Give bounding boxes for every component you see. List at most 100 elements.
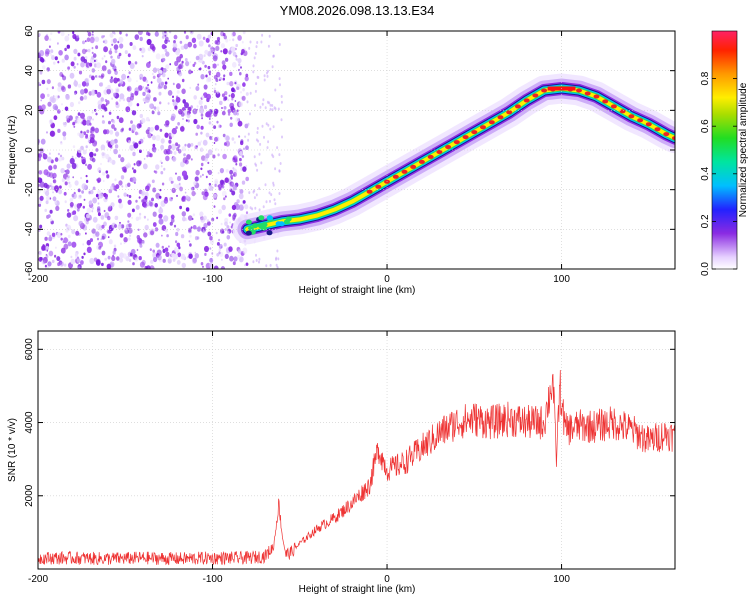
noise-speck xyxy=(86,129,90,134)
noise-speck xyxy=(228,213,232,217)
noise-speck xyxy=(151,72,154,76)
noise-speck xyxy=(195,55,200,61)
noise-speck xyxy=(40,257,43,261)
noise-speck xyxy=(227,112,231,116)
noise-speck xyxy=(208,121,212,125)
noise-speck xyxy=(271,65,274,69)
noise-speck xyxy=(193,118,198,125)
noise-speck xyxy=(39,224,43,229)
noise-speck xyxy=(230,177,233,180)
chart-title: YM08.2026.098.13.13.E34 xyxy=(280,3,435,18)
ridge-blob xyxy=(245,230,252,236)
spectrogram-y-ticks: -60 -40 -20 0 20 40 60 xyxy=(24,25,675,276)
noise-speck xyxy=(174,60,179,67)
noise-speck xyxy=(81,190,84,194)
noise-speck xyxy=(225,38,229,43)
noise-speck xyxy=(224,134,230,142)
noise-speck xyxy=(89,122,92,126)
snr-background xyxy=(38,331,675,569)
colorbar-ticks: 0.0 0.2 0.4 0.6 0.8 xyxy=(700,71,737,276)
noise-speck xyxy=(256,41,259,44)
noise-speck xyxy=(67,175,70,179)
noise-speck xyxy=(276,146,279,150)
noise-speck xyxy=(226,81,230,86)
noise-speck xyxy=(73,56,77,61)
noise-speck xyxy=(152,252,158,259)
noise-speck xyxy=(274,88,277,92)
noise-speck xyxy=(173,224,177,228)
noise-speck xyxy=(158,207,164,214)
noise-speck xyxy=(205,153,210,159)
noise-speck xyxy=(146,31,149,36)
noise-speck xyxy=(93,153,97,157)
noise-speck xyxy=(139,36,143,42)
noise-speck xyxy=(60,247,66,254)
noise-speck xyxy=(86,246,92,253)
ridge-peak xyxy=(541,88,548,93)
noise-speck xyxy=(257,76,260,79)
noise-speck xyxy=(168,245,170,248)
noise-speck xyxy=(157,254,162,261)
noise-speck xyxy=(77,148,82,154)
noise-speck xyxy=(133,163,136,166)
noise-speck xyxy=(160,144,165,150)
noise-speck xyxy=(53,61,56,65)
noise-speck xyxy=(204,252,207,256)
noise-speck xyxy=(155,164,160,170)
noise-speck xyxy=(156,77,162,84)
noise-speck xyxy=(194,253,199,259)
noise-speck xyxy=(49,130,55,137)
noise-speck xyxy=(254,52,257,55)
noise-speck xyxy=(113,77,118,84)
noise-speck xyxy=(238,101,243,108)
noise-speck xyxy=(170,214,175,220)
noise-speck xyxy=(253,56,256,60)
noise-speck xyxy=(220,266,226,269)
noise-speck xyxy=(142,76,147,82)
noise-speck xyxy=(181,262,186,269)
noise-speck xyxy=(98,246,102,250)
noise-speck xyxy=(118,98,122,102)
spectrogram-x-label: Height of straight line (km) xyxy=(299,285,416,296)
noise-speck xyxy=(121,73,127,80)
noise-speck xyxy=(138,160,142,165)
noise-speck xyxy=(47,261,52,267)
noise-speck xyxy=(217,171,220,175)
noise-speck xyxy=(258,187,261,191)
noise-speck xyxy=(281,135,283,139)
noise-speck xyxy=(166,234,169,238)
noise-speck xyxy=(91,206,94,210)
noise-speck xyxy=(167,77,169,80)
noise-speck xyxy=(114,49,118,54)
noise-speck xyxy=(105,60,108,64)
noise-speck xyxy=(128,140,131,144)
noise-speck xyxy=(71,211,75,215)
noise-speck xyxy=(268,34,271,38)
noise-speck xyxy=(38,33,41,37)
noise-speck xyxy=(147,183,151,189)
noise-speck xyxy=(149,153,153,158)
noise-speck xyxy=(63,263,67,267)
noise-speck xyxy=(80,89,85,95)
noise-speck xyxy=(255,193,258,197)
noise-speck xyxy=(178,71,183,77)
noise-speck xyxy=(65,115,70,120)
noise-speck xyxy=(187,119,190,123)
noise-speck xyxy=(118,154,121,159)
noise-speck xyxy=(152,222,157,227)
noise-speck xyxy=(118,180,123,186)
noise-speck xyxy=(133,169,137,174)
noise-speck xyxy=(138,123,142,128)
noise-speck xyxy=(219,100,223,106)
noise-speck xyxy=(57,60,60,64)
noise-speck xyxy=(119,43,124,49)
noise-speck xyxy=(212,55,218,62)
noise-speck xyxy=(224,228,227,231)
noise-speck xyxy=(233,256,238,262)
noise-speck xyxy=(239,189,244,194)
noise-speck xyxy=(204,64,207,68)
noise-speck xyxy=(44,264,48,268)
ridge-peak xyxy=(445,145,452,149)
noise-speck xyxy=(134,34,140,40)
